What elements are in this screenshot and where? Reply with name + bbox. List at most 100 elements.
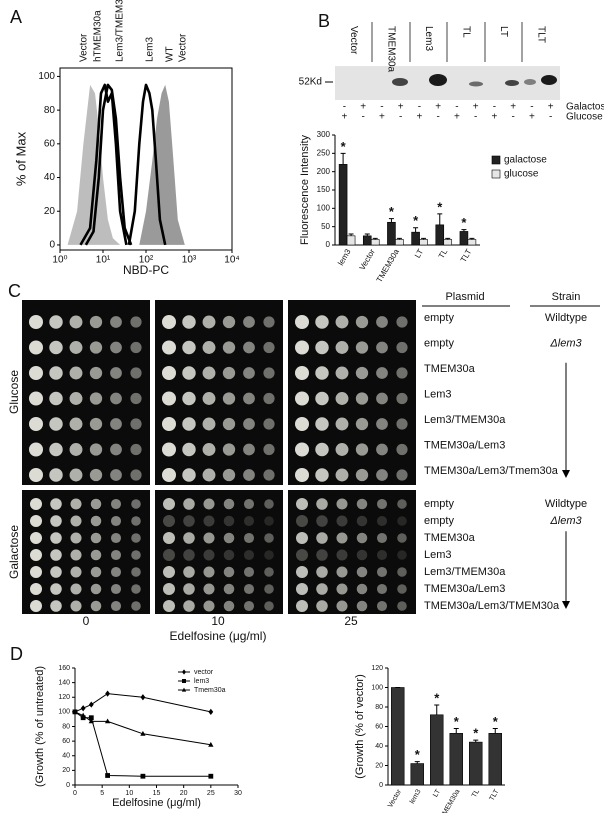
- condition-name: Galactose: [566, 102, 604, 113]
- colony-spot: [202, 392, 216, 405]
- colony-spot: [222, 392, 236, 405]
- error-bar: [434, 704, 440, 715]
- colony-spot: [29, 315, 43, 329]
- condition-sign: +: [379, 112, 385, 123]
- colony-spot: [69, 315, 83, 329]
- condition-sign: +: [529, 112, 535, 123]
- colony-spot: [69, 468, 83, 482]
- condition-sign: +: [341, 112, 347, 123]
- colony-spot: [183, 532, 195, 544]
- condition-sign: -: [493, 102, 496, 113]
- colony-spot: [50, 566, 62, 578]
- error-bar: [372, 237, 378, 240]
- dose-axis-label: Edelfosine (μg/ml): [170, 629, 267, 643]
- colony-spot: [296, 498, 308, 510]
- colony-spot: [162, 340, 176, 355]
- colony-spot: [222, 315, 236, 329]
- colony-spot: [356, 583, 368, 595]
- error-bar: [413, 227, 419, 233]
- colony-spot: [89, 468, 103, 482]
- y-tick-label: 140: [58, 679, 70, 686]
- table-header: Strain: [552, 291, 581, 303]
- bar: [362, 235, 372, 246]
- colony-spot: [183, 583, 195, 595]
- condition-sign: +: [416, 112, 422, 123]
- colony-spot: [110, 443, 122, 456]
- colony-spot: [49, 442, 63, 457]
- condition-name: Glucose: [566, 112, 603, 123]
- colony-spot: [315, 391, 329, 406]
- colony-spot: [90, 583, 102, 595]
- y-tick-label: 200: [317, 167, 331, 176]
- data-point: [105, 773, 110, 778]
- data-point: [105, 690, 110, 697]
- data-point: [88, 715, 94, 721]
- colony-spot: [243, 316, 255, 328]
- colony-spot: [376, 532, 388, 544]
- colony-spot: [50, 600, 62, 612]
- x-tick-label: 5: [100, 790, 104, 797]
- colony-spot: [90, 498, 102, 510]
- panel-label: A: [10, 7, 22, 27]
- colony-spot: [356, 600, 368, 612]
- colony-spot: [182, 417, 196, 431]
- colony-spot: [183, 498, 195, 510]
- colony-spot: [130, 392, 142, 405]
- plasmid-label: empty: [424, 337, 454, 349]
- y-tick-label: 20: [44, 206, 56, 217]
- plasmid-label: empty: [424, 498, 454, 510]
- condition-sign: -: [343, 102, 346, 113]
- colony-spot: [70, 549, 82, 561]
- plate-photo: [288, 300, 416, 485]
- y-tick-label: 80: [44, 105, 56, 116]
- y-tick-label: 50: [321, 222, 330, 231]
- colony-spot: [264, 584, 274, 594]
- error-bar: [364, 233, 370, 236]
- colony-spot: [396, 316, 408, 328]
- colony-spot: [130, 367, 142, 379]
- colony-spot: [163, 583, 175, 595]
- colony-spot: [316, 566, 328, 578]
- colony-spot: [264, 516, 274, 526]
- significance-mark: *: [454, 714, 460, 729]
- colony-spot: [355, 417, 369, 431]
- colony-spot: [397, 601, 407, 611]
- significance-mark: *: [413, 213, 419, 228]
- bar: [467, 239, 477, 246]
- colony-spot: [243, 469, 255, 481]
- colony-spot: [295, 315, 309, 329]
- lane-label: TLT: [536, 26, 547, 43]
- significance-mark: *: [434, 690, 440, 705]
- colony-spot: [263, 367, 275, 379]
- colony-spot: [264, 601, 274, 611]
- plate-photo: [155, 490, 283, 614]
- colony-spot: [49, 417, 63, 431]
- bar: [488, 733, 502, 786]
- colony-spot: [376, 392, 388, 405]
- histogram-area: [67, 84, 121, 245]
- colony-spot: [70, 600, 82, 612]
- category-label: lem3: [409, 788, 423, 805]
- bar: [346, 235, 356, 246]
- colony-spot: [162, 442, 176, 457]
- colony-spot: [335, 468, 349, 482]
- y-tick-label: 60: [44, 138, 56, 149]
- colony-spot: [110, 566, 122, 578]
- x-tick-label: 10³: [182, 255, 197, 266]
- colony-spot: [355, 315, 369, 329]
- colony-spot: [356, 566, 368, 578]
- plate-photo: [155, 300, 283, 485]
- y-tick-label: 60: [375, 723, 383, 730]
- colony-spot: [49, 468, 63, 482]
- bar: [338, 164, 348, 246]
- colony-spot: [396, 341, 408, 354]
- lane-label: Lem3: [423, 26, 434, 51]
- legend-label: vector: [194, 669, 214, 676]
- colony-spot: [182, 442, 196, 457]
- colony-spot: [397, 567, 407, 577]
- colony-spot: [396, 367, 408, 379]
- colony-spot: [110, 367, 122, 379]
- colony-spot: [110, 583, 122, 595]
- medium-label: Galactose: [7, 525, 21, 579]
- blot-background: [335, 66, 560, 100]
